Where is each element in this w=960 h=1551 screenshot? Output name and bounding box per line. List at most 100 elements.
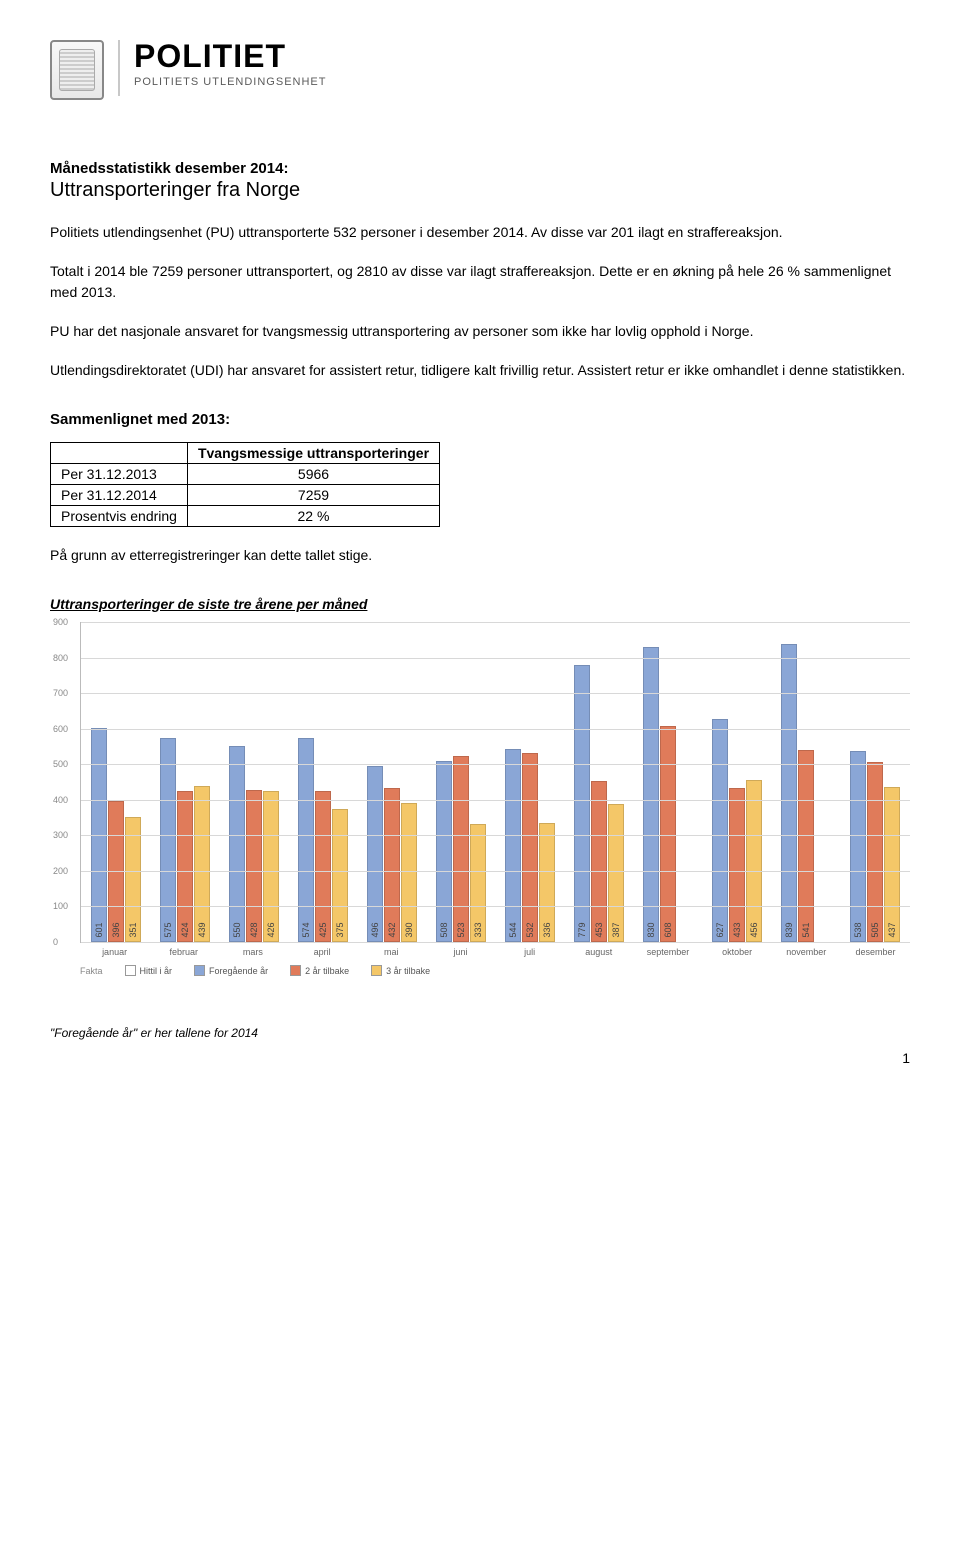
chart-bar: 336 xyxy=(539,823,555,942)
chart-month-group: 508523333 xyxy=(426,622,495,942)
chart-bar: 544 xyxy=(505,749,521,942)
chart-month-group: 575424439 xyxy=(150,622,219,942)
chart-bar: 538 xyxy=(850,751,866,942)
logo-main: POLITIET xyxy=(134,40,326,72)
page-title-line1: Månedsstatistikk desember 2014: xyxy=(50,160,910,177)
legend-text: Foregående år xyxy=(209,966,268,976)
table-row: Prosentvis endring 22 % xyxy=(51,506,440,527)
paragraph-3: PU har det nasjonale ansvaret for tvangs… xyxy=(50,321,910,342)
chart-bar: 830 xyxy=(643,647,659,942)
chart-bar: 432 xyxy=(384,788,400,942)
chart-bar: 390 xyxy=(401,803,417,942)
legend-item: 2 år tilbake xyxy=(290,965,349,976)
legend-item: Hittil i år xyxy=(125,965,173,976)
chart-gridline: 0 xyxy=(81,942,910,943)
chart: 6013963515754244395504284265744253754964… xyxy=(50,622,910,976)
legend-text: 3 år tilbake xyxy=(386,966,430,976)
table-row: Per 31.12.2014 7259 xyxy=(51,485,440,506)
logo-divider xyxy=(118,40,120,96)
chart-bar: 508 xyxy=(436,761,452,942)
chart-bars: 6013963515754244395504284265744253754964… xyxy=(81,622,910,942)
table-col-header: Tvangsmessige uttransporteringer xyxy=(187,443,439,464)
chart-bar: 424 xyxy=(177,791,193,942)
chart-bar: 425 xyxy=(315,791,331,942)
chart-gridline: 900 xyxy=(81,622,910,623)
chart-month-group: 544532336 xyxy=(495,622,564,942)
paragraph-1: Politiets utlendingsenhet (PU) uttranspo… xyxy=(50,222,910,243)
chart-month-group: 550428426 xyxy=(219,622,288,942)
chart-gridline: 400 xyxy=(81,800,910,801)
chart-bar: 496 xyxy=(367,766,383,942)
chart-x-label: oktober xyxy=(703,943,772,957)
chart-bar: 426 xyxy=(263,791,279,942)
table-row-label: Prosentvis endring xyxy=(51,506,188,527)
chart-gridline: 300 xyxy=(81,835,910,836)
chart-bar: 433 xyxy=(729,788,745,942)
page-number: 1 xyxy=(50,1050,910,1066)
chart-x-label: mai xyxy=(357,943,426,957)
chart-bar: 505 xyxy=(867,762,883,942)
chart-x-label: mars xyxy=(218,943,287,957)
legend-label: Fakta xyxy=(80,966,103,976)
table-row-value: 7259 xyxy=(187,485,439,506)
chart-gridline: 800 xyxy=(81,658,910,659)
chart-plot: 6013963515754244395504284265744253754964… xyxy=(80,622,910,943)
chart-x-label: februar xyxy=(149,943,218,957)
chart-month-group: 830608 xyxy=(634,622,703,942)
chart-bar: 387 xyxy=(608,804,624,942)
comparison-table: Tvangsmessige uttransporteringer Per 31.… xyxy=(50,442,440,527)
chart-x-label: desember xyxy=(841,943,910,957)
chart-gridline: 100 xyxy=(81,906,910,907)
table-row-value: 22 % xyxy=(187,506,439,527)
chart-gridline: 500 xyxy=(81,764,910,765)
legend-swatch-icon xyxy=(371,965,382,976)
chart-bar: 779 xyxy=(574,665,590,942)
paragraph-2: Totalt i 2014 ble 7259 personer uttransp… xyxy=(50,261,910,303)
chart-bar: 541 xyxy=(798,750,814,942)
logo-area: POLITIET POLITIETS UTLENDINGSENHET xyxy=(50,40,910,100)
chart-x-label: september xyxy=(633,943,702,957)
page-title-line2: Uttransporteringer fra Norge xyxy=(50,179,910,202)
chart-bar: 550 xyxy=(229,746,245,942)
chart-bar: 333 xyxy=(470,824,486,942)
chart-gridline: 600 xyxy=(81,729,910,730)
chart-month-group: 574425375 xyxy=(288,622,357,942)
table-row-value: 5966 xyxy=(187,464,439,485)
chart-month-group: 779453387 xyxy=(565,622,634,942)
chart-bar: 627 xyxy=(712,719,728,942)
legend-swatch-icon xyxy=(125,965,136,976)
chart-month-group: 496432390 xyxy=(357,622,426,942)
chart-bar: 437 xyxy=(884,787,900,942)
chart-bar: 428 xyxy=(246,790,262,942)
chart-gridline: 700 xyxy=(81,693,910,694)
chart-x-label: juli xyxy=(495,943,564,957)
table-blank-cell xyxy=(51,443,188,464)
chart-month-group: 839541 xyxy=(772,622,841,942)
chart-x-label: januar xyxy=(80,943,149,957)
chart-bar: 453 xyxy=(591,781,607,942)
table-row-label: Per 31.12.2014 xyxy=(51,485,188,506)
chart-x-label: november xyxy=(772,943,841,957)
chart-bar: 439 xyxy=(194,786,210,942)
chart-bar: 574 xyxy=(298,738,314,942)
legend-text: Hittil i år xyxy=(140,966,173,976)
comparison-title: Sammenlignet med 2013: xyxy=(50,411,910,428)
legend-text: 2 år tilbake xyxy=(305,966,349,976)
table-row: Per 31.12.2013 5966 xyxy=(51,464,440,485)
chart-x-label: august xyxy=(564,943,633,957)
chart-month-group: 627433456 xyxy=(703,622,772,942)
chart-bar: 608 xyxy=(660,726,676,942)
chart-bar: 375 xyxy=(332,809,348,942)
legend-item: 3 år tilbake xyxy=(371,965,430,976)
chart-x-labels: januarfebruarmarsaprilmaijunijuliaugusts… xyxy=(80,943,910,957)
chart-month-group: 538505437 xyxy=(841,622,910,942)
comparison-note: På grunn av etterregistreringer kan dett… xyxy=(50,545,910,566)
chart-title: Uttransporteringer de siste tre årene pe… xyxy=(50,596,910,612)
legend-item: Foregående år xyxy=(194,965,268,976)
chart-month-group: 601396351 xyxy=(81,622,150,942)
crest-icon xyxy=(50,40,104,100)
chart-legend: Fakta Hittil i år Foregående år 2 år tilba… xyxy=(80,965,910,976)
chart-gridline: 200 xyxy=(81,871,910,872)
chart-x-label: april xyxy=(288,943,357,957)
chart-bar: 839 xyxy=(781,644,797,942)
